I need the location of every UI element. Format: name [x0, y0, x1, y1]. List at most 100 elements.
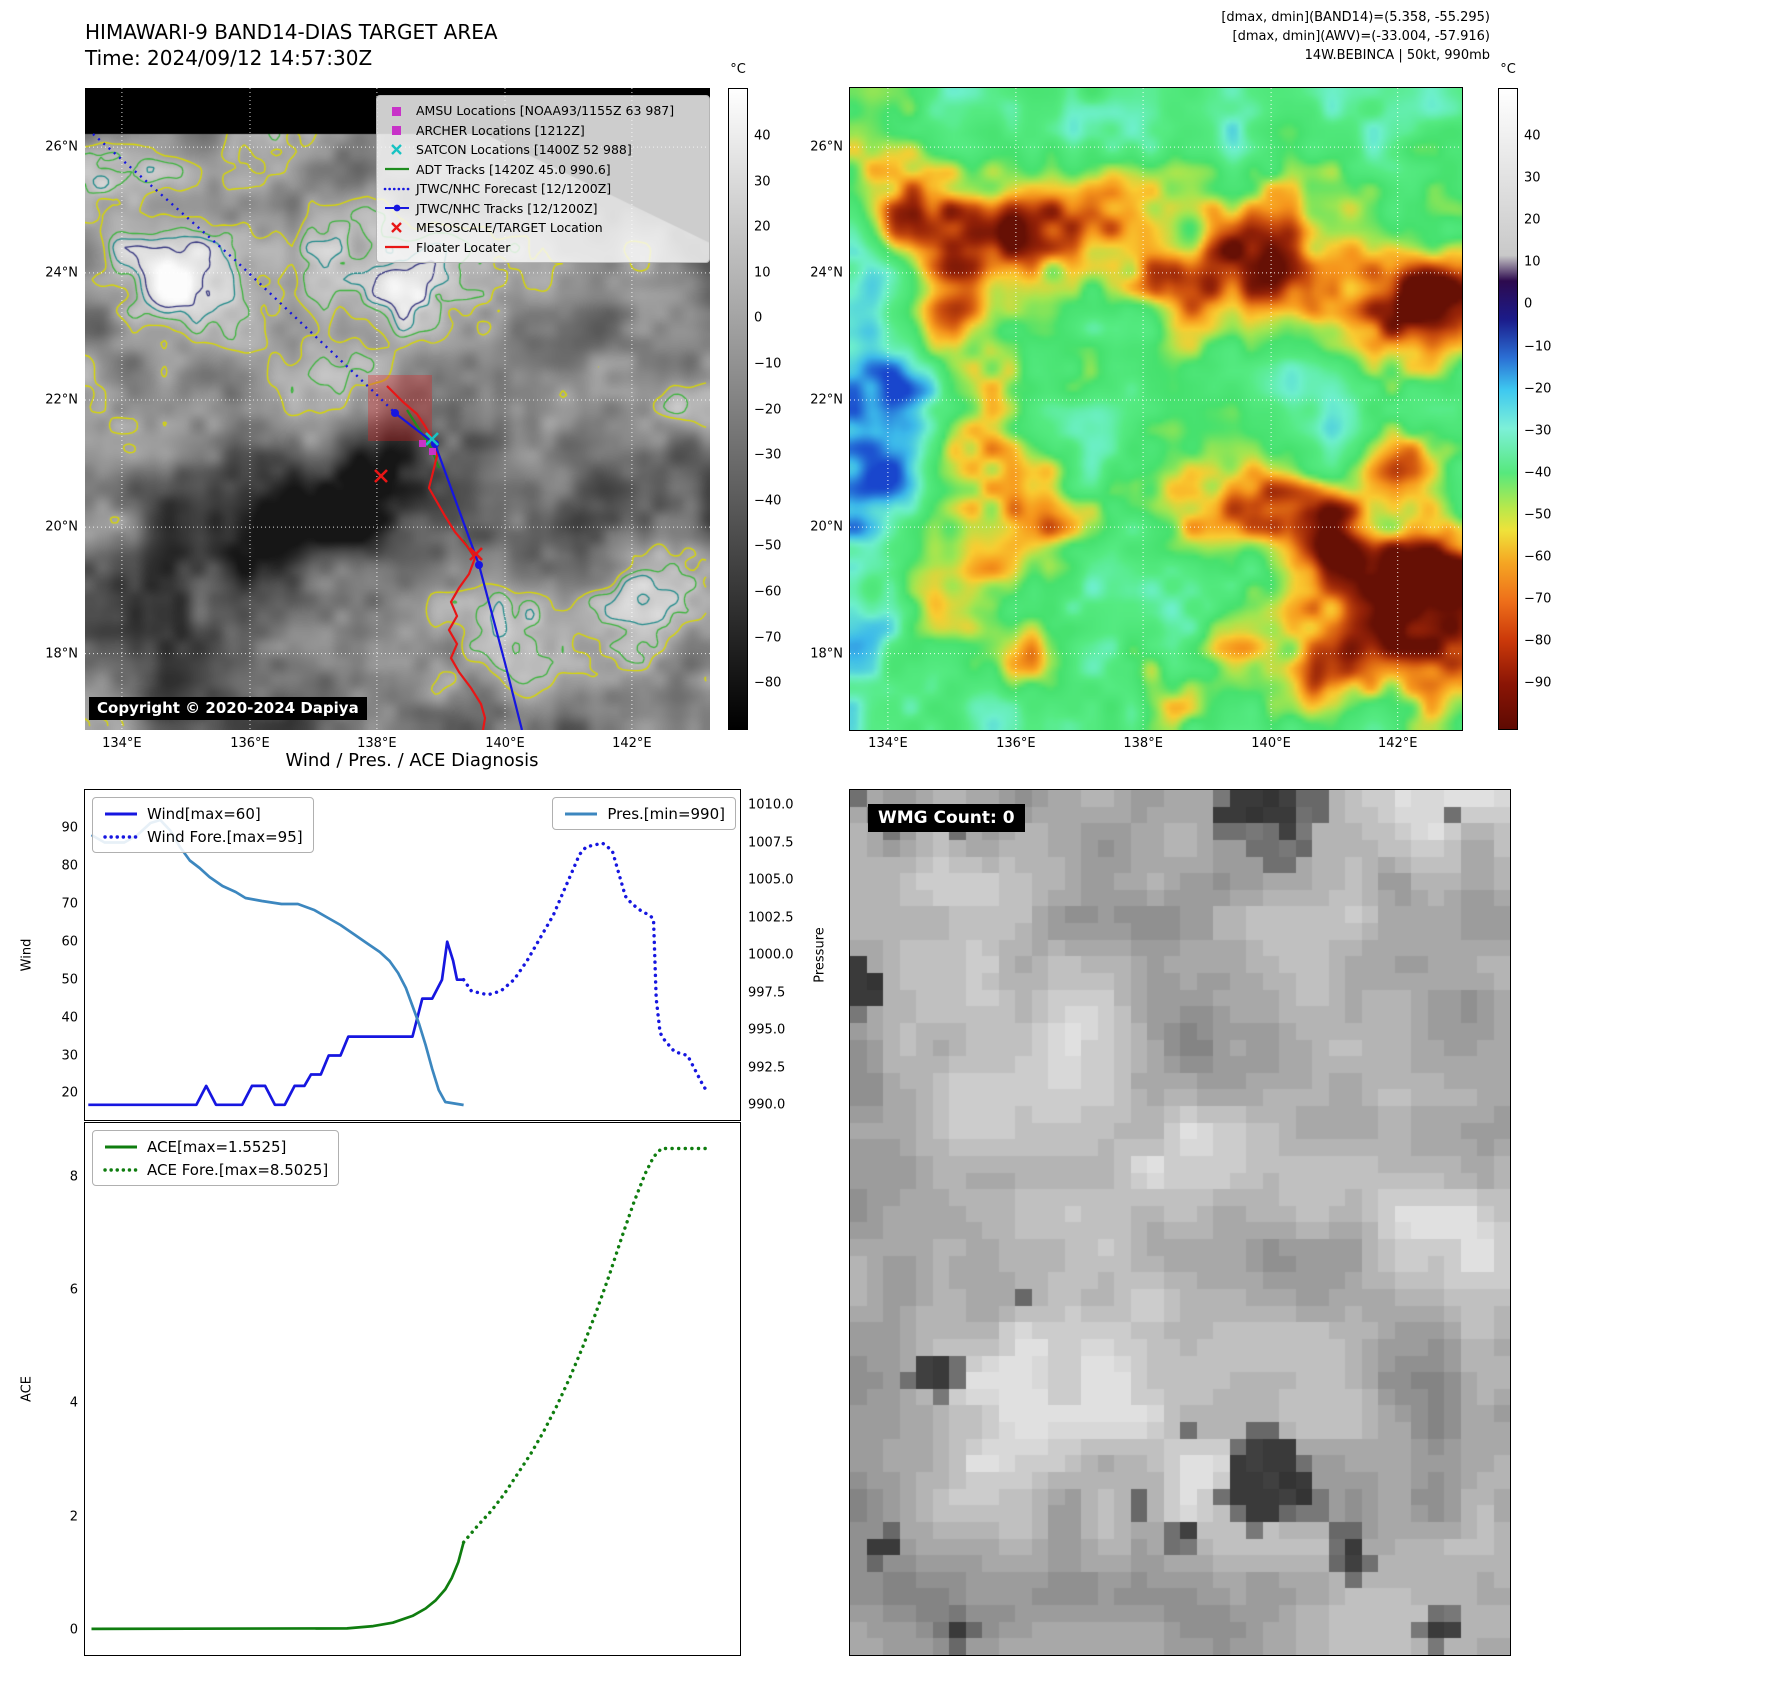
- legend-label: AMSU Locations [NOAA93/1155Z 63 987]: [416, 103, 675, 119]
- legend-item: Wind Fore.[max=95]: [103, 825, 303, 848]
- band14-colorbar-tick: 40: [754, 128, 771, 144]
- pressure-y-tick: 992.5: [748, 1060, 786, 1075]
- dmax-dmin-band14: [dmax, dmin](BAND14)=(5.358, -55.295): [1221, 10, 1490, 25]
- legend-label: Wind[max=60]: [147, 804, 261, 823]
- wind-y-tick: 30: [61, 1048, 78, 1064]
- wmg-image: [850, 790, 1510, 1655]
- awv-colorbar-tick: 0: [1524, 296, 1533, 312]
- copyright-label: Copyright © 2020-2024 Dapiya: [89, 697, 367, 720]
- amsu-marker-icon: [419, 440, 426, 447]
- series-line: [90, 818, 464, 1107]
- track-point-icon: [391, 409, 399, 417]
- diagnosis-title: Wind / Pres. / ACE Diagnosis: [285, 750, 539, 771]
- ace-y-tick: 6: [69, 1282, 78, 1298]
- band14-track-overlay: [85, 88, 710, 730]
- wind-y-tick: 20: [61, 1085, 78, 1101]
- pressure-y-tick: 997.5: [748, 985, 786, 1000]
- wind-y-tick: 50: [61, 972, 78, 988]
- legend-label: ARCHER Locations [1212Z]: [416, 122, 585, 138]
- awv-info-block: [dmax, dmin](BAND14)=(5.358, -55.295) [d…: [1080, 8, 1490, 65]
- ace-y-tick: 0: [69, 1622, 78, 1638]
- legend-line-swatch-icon: [105, 1145, 137, 1148]
- legend-item: ARCHER Locations [1212Z]: [383, 121, 703, 141]
- target-area-box: [368, 375, 432, 441]
- awv-map: [849, 87, 1463, 731]
- pressure-y-tick: 1010.0: [748, 797, 794, 813]
- awv-x-tick: 138°E: [1123, 736, 1163, 751]
- legend-label: Wind Fore.[max=95]: [147, 827, 303, 846]
- wmg-panel: WMG Count: 0: [849, 789, 1511, 1656]
- legend-label: ADT Tracks [1420Z 45.0 990.6]: [416, 161, 611, 177]
- legend-item: Wind[max=60]: [103, 802, 303, 825]
- awv-colorbar-tick: 20: [1524, 212, 1541, 228]
- awv-colorbar-tick: 10: [1524, 254, 1541, 270]
- awv-colorbar-tick: 40: [1524, 128, 1541, 144]
- wind-axis-label: Wind: [19, 938, 35, 972]
- ace-axis-label: ACE: [19, 1376, 35, 1402]
- awv-colorbar-tick: −50: [1524, 507, 1552, 523]
- dmax-dmin-awv: [dmax, dmin](AWV)=(-33.004, -57.916): [1232, 29, 1490, 44]
- band14-title: HIMAWARI-9 BAND14-DIAS TARGET AREA: [85, 20, 498, 44]
- legend-marker-square-icon: [383, 104, 411, 118]
- band14-x-tick: 134°E: [102, 736, 142, 751]
- band14-colorbar-tick: −80: [754, 675, 782, 691]
- band14-x-tick: 138°E: [357, 736, 397, 751]
- band14-x-tick: 142°E: [612, 736, 652, 751]
- legend-item: SATCON Locations [1400Z 52 988]: [383, 140, 703, 160]
- legend-line-swatch-icon: [105, 812, 137, 815]
- awv-colorbar-tick: −60: [1524, 549, 1552, 565]
- band14-y-tick: 18°N: [45, 646, 78, 662]
- legend-line-swatch-icon: [103, 1167, 139, 1172]
- band14-colorbar-tick: −60: [754, 584, 782, 600]
- legend-label: JTWC/NHC Tracks [12/1200Z]: [416, 200, 598, 216]
- x-marker-icon: [425, 432, 439, 446]
- band14-y-tick: 22°N: [45, 392, 78, 408]
- legend-marker-x-icon: [383, 221, 411, 235]
- legend-marker-line-icon: [383, 162, 411, 176]
- wmg-count-badge: WMG Count: 0: [868, 804, 1025, 832]
- pressure-y-tick: 1007.5: [748, 835, 794, 850]
- x-marker-icon: [374, 469, 388, 483]
- legend-marker-line-icon: [383, 240, 411, 254]
- track-point-icon: [431, 440, 439, 448]
- pressure-y-tick: 990.0: [748, 1097, 786, 1113]
- awv-y-tick: 22°N: [810, 392, 843, 408]
- storm-id-intensity: 14W.BEBINCA | 50kt, 990mb: [1304, 48, 1490, 63]
- jtwc-forecast-track: [92, 133, 396, 414]
- legend-item: JTWC/NHC Forecast [12/1200Z]: [383, 179, 703, 199]
- awv-y-tick: 24°N: [810, 265, 843, 281]
- ace-y-tick: 4: [69, 1395, 78, 1411]
- legend-item: ACE Fore.[max=8.5025]: [103, 1158, 328, 1181]
- awv-x-tick: 142°E: [1377, 736, 1418, 751]
- legend-marker-dotted-icon: [383, 182, 411, 196]
- band14-y-tick: 26°N: [45, 139, 78, 155]
- band14-colorbar-tick: 0: [754, 310, 763, 326]
- legend-item: Floater Locater: [383, 238, 703, 258]
- awv-colorbar-tick: −80: [1524, 633, 1552, 649]
- band14-colorbar-tick: −20: [754, 402, 782, 418]
- band14-time: Time: 2024/09/12 14:57:30Z: [85, 46, 373, 70]
- jtwc-track: [394, 412, 524, 730]
- band14-legend: AMSU Locations [NOAA93/1155Z 63 987] ARCH…: [376, 95, 710, 263]
- ace-legend: ACE[max=1.5525] ACE Fore.[max=8.5025]: [92, 1130, 340, 1186]
- band14-map: AMSU Locations [NOAA93/1155Z 63 987] ARCH…: [85, 88, 710, 730]
- awv-colorbar-tick: −90: [1524, 675, 1552, 691]
- band14-colorbar: [728, 88, 748, 730]
- legend-line-swatch-icon: [565, 812, 598, 815]
- track-point-icon: [475, 561, 483, 569]
- legend-label: ACE[max=1.5525]: [147, 1137, 287, 1156]
- band14-y-tick: 24°N: [45, 265, 78, 281]
- band14-colorbar-tick: 30: [754, 174, 771, 190]
- archer-marker-icon: [429, 448, 436, 455]
- legend-item: JTWC/NHC Tracks [12/1200Z]: [383, 199, 703, 219]
- series-line: [461, 1146, 713, 1544]
- legend-label: ACE Fore.[max=8.5025]: [147, 1160, 329, 1179]
- wind-legend: Wind[max=60] Wind Fore.[max=95]: [92, 797, 314, 853]
- band14-colorbar-tick: −30: [754, 447, 782, 463]
- pressure-y-tick: 1005.0: [748, 872, 794, 888]
- awv-colorbar-tick: −30: [1524, 423, 1552, 439]
- legend-marker-line-marker-icon: [383, 201, 411, 215]
- awv-colorbar-tick: −10: [1524, 339, 1552, 354]
- band14-colorbar-tick: −40: [754, 493, 782, 509]
